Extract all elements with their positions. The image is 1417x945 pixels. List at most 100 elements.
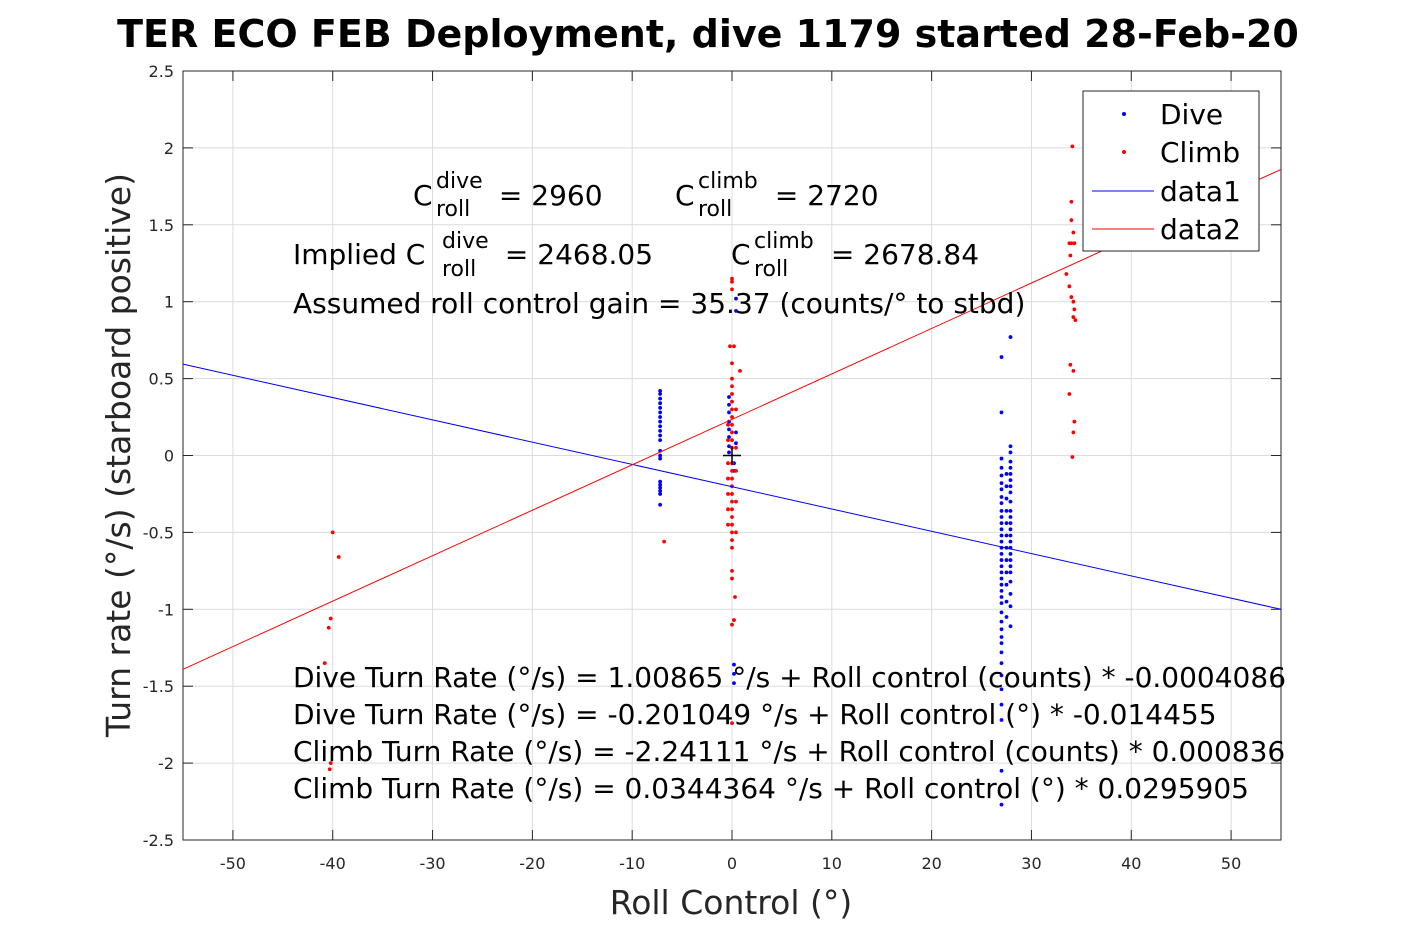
dive-point	[1004, 582, 1009, 587]
c-climb-subscript: roll	[698, 197, 732, 222]
dive-point	[658, 410, 663, 415]
climb-point	[327, 767, 332, 772]
dive-point	[658, 482, 663, 487]
dive-point	[999, 570, 1004, 575]
climb-point	[1073, 318, 1078, 323]
climb-point	[730, 279, 734, 284]
dive-point	[658, 438, 663, 443]
climb-point	[730, 515, 734, 519]
climb-point	[730, 376, 734, 381]
climb-point	[730, 576, 734, 581]
dive-point	[999, 673, 1004, 678]
legend: Dive Climb data1 data2	[1082, 90, 1260, 252]
dive-point	[727, 402, 731, 407]
climb-point	[730, 468, 734, 473]
climb-point	[730, 415, 734, 419]
dive-point	[1004, 472, 1009, 476]
climb-point	[730, 522, 734, 527]
legend-entry-data2: data2	[1160, 213, 1241, 246]
x-axis-label: Roll Control (°)	[610, 883, 853, 922]
climb-point	[730, 721, 734, 726]
climb-point	[738, 369, 742, 373]
dive-point	[999, 473, 1004, 478]
climb-point	[1071, 430, 1076, 435]
dive-point	[1004, 484, 1009, 489]
dive-point	[658, 485, 663, 490]
dive-point	[658, 392, 663, 396]
dive-point	[1008, 499, 1013, 504]
c-dive-subscript: roll	[436, 197, 470, 222]
dive-point	[658, 433, 663, 438]
x-tick-label: -20	[519, 854, 545, 873]
axis-ticks: -50 -40 -30 -20 -10 0 10 20 30 40 50-2.5-2-1.5-1-0…	[143, 62, 1281, 873]
x-tick-label: -40	[320, 854, 346, 873]
x-tick-label: -10	[619, 854, 645, 873]
dive-point	[1008, 508, 1013, 513]
dive-point	[999, 558, 1004, 562]
climb-point	[730, 399, 734, 404]
legend-entry-data1: data1	[1160, 175, 1241, 208]
climb-point	[726, 522, 730, 527]
fit-line-data2	[182, 168, 1282, 670]
climb-point	[732, 344, 736, 349]
climb-point	[730, 499, 734, 504]
implied-dive-value: = 2468.05	[496, 238, 653, 271]
dive-point	[999, 515, 1004, 519]
dive-point	[999, 582, 1004, 587]
climb-point	[1067, 284, 1072, 289]
climb-point	[730, 622, 734, 627]
climb-point	[732, 618, 736, 622]
dive-point	[658, 424, 663, 429]
climb-point	[1068, 362, 1073, 367]
climb-point	[730, 530, 734, 535]
x-tick-label: 20	[921, 854, 941, 873]
climb-point	[1069, 295, 1074, 299]
equation-1: Dive Turn Rate (°/s) = 1.00865 °/s + Rol…	[293, 661, 1286, 694]
equation-2: Dive Turn Rate (°/s) = -0.201049 °/s + R…	[293, 698, 1217, 731]
climb-point	[1071, 299, 1076, 304]
legend-swatch-climb	[1122, 150, 1126, 154]
dive-point	[1004, 615, 1009, 619]
x-tick-label: 40	[1121, 854, 1141, 873]
dive-point	[1008, 515, 1013, 519]
dive-point	[999, 595, 1004, 599]
dive-point	[999, 702, 1004, 707]
dive-point	[1008, 552, 1013, 556]
climb-point	[328, 761, 333, 765]
climb-point	[1068, 253, 1073, 258]
climb-point	[730, 538, 734, 542]
dive-point	[999, 539, 1004, 544]
y-tick-label: 2.5	[149, 62, 174, 81]
climb-point	[1072, 419, 1077, 424]
dive-point	[1008, 564, 1013, 569]
climb-point	[336, 555, 341, 559]
dive-point	[1008, 472, 1013, 476]
fit-line-data1	[182, 363, 1282, 610]
dive-point	[999, 456, 1004, 461]
implied-prefix: Implied C	[293, 238, 425, 271]
dive-point	[999, 465, 1004, 470]
dive-point	[658, 456, 663, 461]
dive-point	[1008, 579, 1013, 584]
dive-point	[727, 410, 731, 415]
climb-point	[730, 568, 734, 573]
dive-point	[999, 768, 1004, 773]
climb-point	[1064, 272, 1069, 276]
dive-point	[658, 419, 663, 424]
dive-point	[999, 355, 1004, 359]
y-tick-label: 2	[164, 139, 174, 158]
dive-point	[658, 396, 663, 401]
legend-box	[1082, 90, 1260, 252]
dive-point	[658, 502, 663, 507]
c-dive-symbol: C	[413, 179, 433, 212]
climb-point	[730, 287, 734, 292]
dive-point	[1008, 490, 1013, 495]
dive-point	[999, 576, 1004, 581]
dive-point	[1008, 521, 1013, 526]
dive-point	[732, 671, 736, 676]
dive-point	[727, 450, 731, 455]
dive-point	[732, 681, 736, 686]
